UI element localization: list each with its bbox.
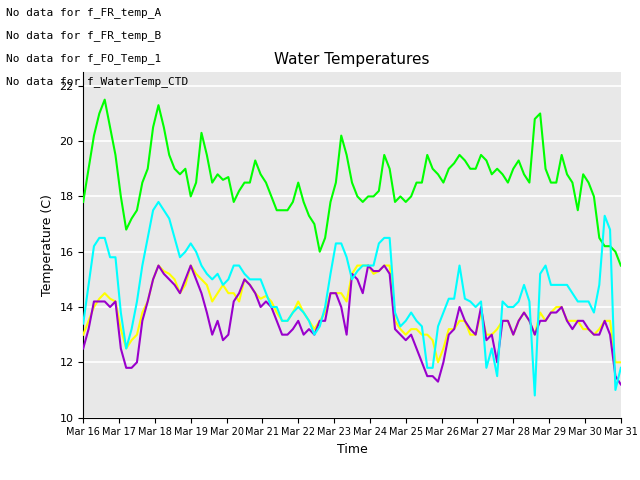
Text: No data for f_FO_Temp_1: No data for f_FO_Temp_1 [6, 53, 162, 64]
Text: No data for f_WaterTemp_CTD: No data for f_WaterTemp_CTD [6, 76, 189, 87]
Text: No data for f_FR_temp_A: No data for f_FR_temp_A [6, 7, 162, 18]
Title: Water Temperatures: Water Temperatures [275, 52, 429, 67]
Text: No data for f_FR_temp_B: No data for f_FR_temp_B [6, 30, 162, 41]
X-axis label: Time: Time [337, 443, 367, 456]
Y-axis label: Temperature (C): Temperature (C) [41, 194, 54, 296]
